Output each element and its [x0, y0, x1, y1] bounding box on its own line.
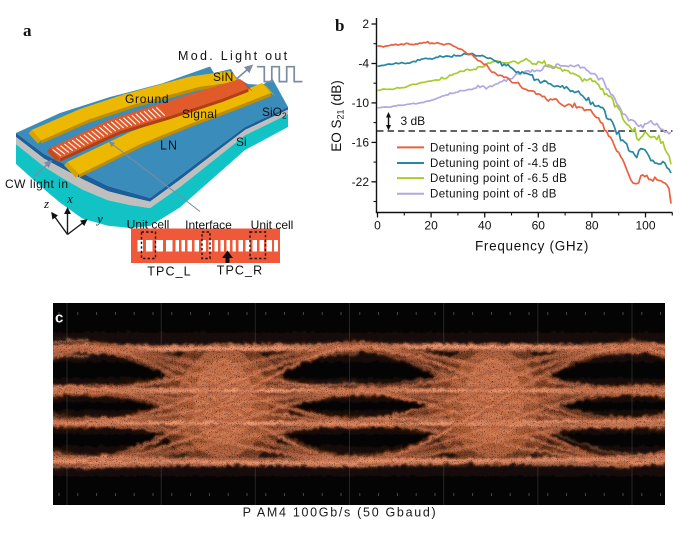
svg-text:EO S21 (dB): EO S21 (dB)	[329, 80, 346, 152]
svg-text:-16: -16	[352, 136, 370, 150]
svg-text:LN: LN	[160, 139, 178, 153]
svg-text:-4: -4	[358, 57, 369, 71]
svg-text:Unit cell: Unit cell	[251, 218, 294, 232]
svg-text:40: 40	[478, 219, 492, 233]
svg-text:c: c	[55, 310, 63, 327]
svg-text:Interface: Interface	[185, 218, 232, 232]
svg-text:z: z	[43, 196, 49, 211]
svg-text:Detuning point of -4.5 dB: Detuning point of -4.5 dB	[430, 158, 567, 170]
svg-text:-22: -22	[352, 175, 370, 189]
svg-text:y: y	[95, 211, 103, 226]
svg-text:TPC_L: TPC_L	[147, 265, 191, 279]
svg-text:SiO2: SiO2	[262, 105, 287, 121]
svg-text:20: 20	[424, 219, 438, 233]
svg-text:b: b	[335, 16, 344, 35]
svg-text:Signal: Signal	[182, 107, 217, 121]
svg-text:Ground: Ground	[125, 92, 169, 106]
svg-text:TPC_R: TPC_R	[217, 264, 263, 278]
svg-text:a: a	[23, 21, 32, 40]
svg-text:80: 80	[585, 219, 599, 233]
svg-text:P AM4 100Gb/s (50 Gbaud): P AM4 100Gb/s (50 Gbaud)	[243, 506, 438, 520]
svg-text:Unit cell: Unit cell	[127, 218, 170, 232]
svg-text:3 dB: 3 dB	[401, 114, 426, 128]
svg-text:Detuning point of -6.5 dB: Detuning point of -6.5 dB	[430, 173, 567, 185]
svg-text:60: 60	[532, 219, 546, 233]
svg-text:Frequency (GHz): Frequency (GHz)	[475, 239, 589, 254]
svg-text:SiN: SiN	[213, 70, 234, 84]
svg-text:100: 100	[635, 219, 655, 233]
svg-text:Detuning point of -8 dB: Detuning point of -8 dB	[430, 189, 557, 201]
svg-text:Detuning point of -3 dB: Detuning point of -3 dB	[430, 142, 557, 154]
svg-text:Mod. Light out: Mod. Light out	[178, 49, 289, 63]
svg-text:x: x	[66, 191, 73, 206]
svg-text:-10: -10	[352, 96, 370, 110]
svg-text:0: 0	[374, 219, 381, 233]
svg-text:2: 2	[362, 17, 369, 31]
svg-text:Si: Si	[236, 135, 247, 149]
svg-text:CW light in: CW light in	[5, 177, 69, 191]
